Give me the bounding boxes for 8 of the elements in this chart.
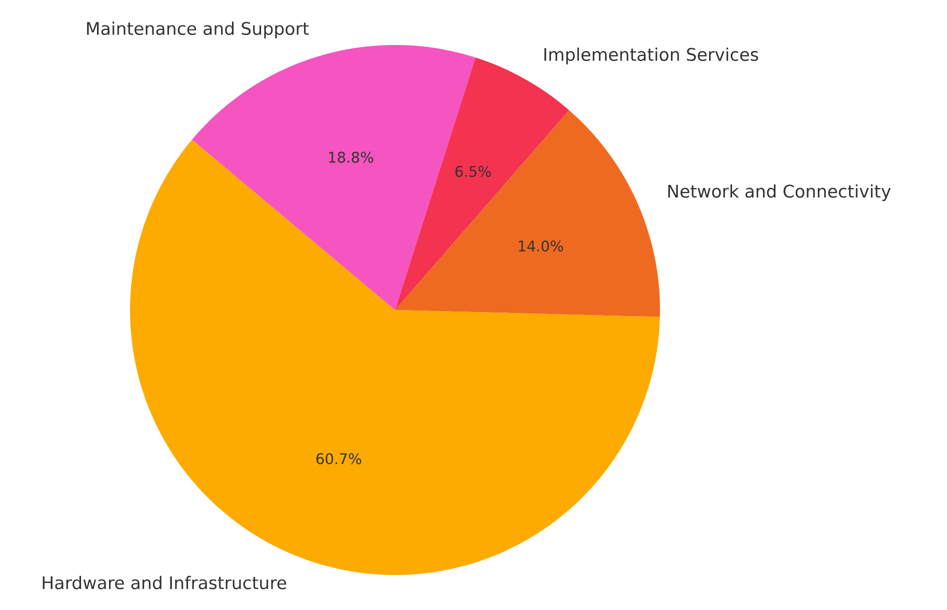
data-label: 18.8% [329, 152, 374, 163]
slice-label: Hardware and Infrastructure [42, 576, 286, 590]
slice-label: Implementation Services [544, 48, 758, 64]
slice-label: Maintenance and Support [87, 22, 309, 38]
slice-label: Network and Connectivity [668, 184, 891, 202]
data-label: 60.7% [316, 453, 362, 464]
data-label: 14.0% [518, 240, 564, 252]
data-label: 6.5% [455, 166, 491, 177]
